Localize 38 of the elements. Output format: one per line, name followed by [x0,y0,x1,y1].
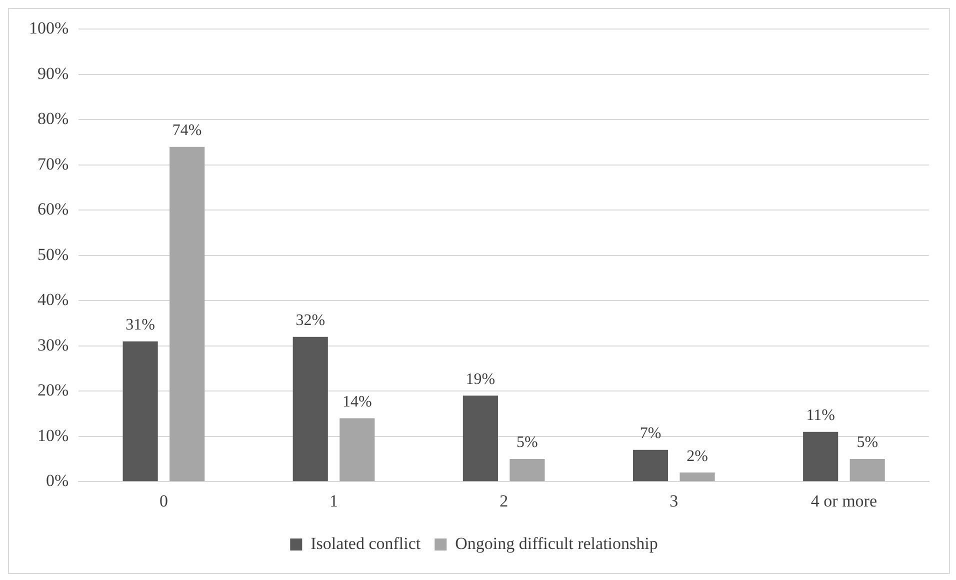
bar [292,336,328,482]
bar [632,450,668,482]
y-tick-label: 80% [37,109,69,128]
y-tick-label: 70% [37,154,69,174]
bar [340,418,375,482]
data-label: 14% [342,393,372,410]
y-tick-label: 10% [37,426,69,445]
data-label: 5% [516,434,538,452]
bar [122,341,158,482]
y-tick-label: 40% [37,290,69,310]
data-label: 11% [806,407,835,424]
data-label: 2% [686,448,708,465]
bar [462,396,498,482]
data-label: 5% [856,434,878,452]
x-tick-label: 3 [670,491,678,510]
data-label: 7% [640,425,662,442]
data-label: 74% [172,122,202,140]
x-tick-label: 0 [159,491,168,510]
bar [803,432,838,482]
data-label: 19% [466,370,496,388]
y-tick-label: 0% [46,471,69,490]
bar [170,146,205,482]
bar [510,458,545,482]
y-tick-label: 50% [37,244,69,264]
bar [850,458,885,482]
y-tick-label: 90% [37,64,69,83]
x-tick-label: 1 [330,491,338,510]
bar [680,472,715,482]
data-label: 32% [296,312,326,330]
y-tick-label: 100% [28,18,69,38]
y-tick-label: 20% [37,380,69,400]
legend-label: Isolated conflict [310,534,421,553]
data-label: 31% [126,316,155,334]
legend-label: Ongoing difficult relationship [455,534,658,553]
y-tick-label: 60% [37,200,69,219]
y-tick-label: 30% [37,335,69,354]
x-tick-label: 2 [500,491,508,510]
x-tick-label: 4 or more [810,491,878,510]
